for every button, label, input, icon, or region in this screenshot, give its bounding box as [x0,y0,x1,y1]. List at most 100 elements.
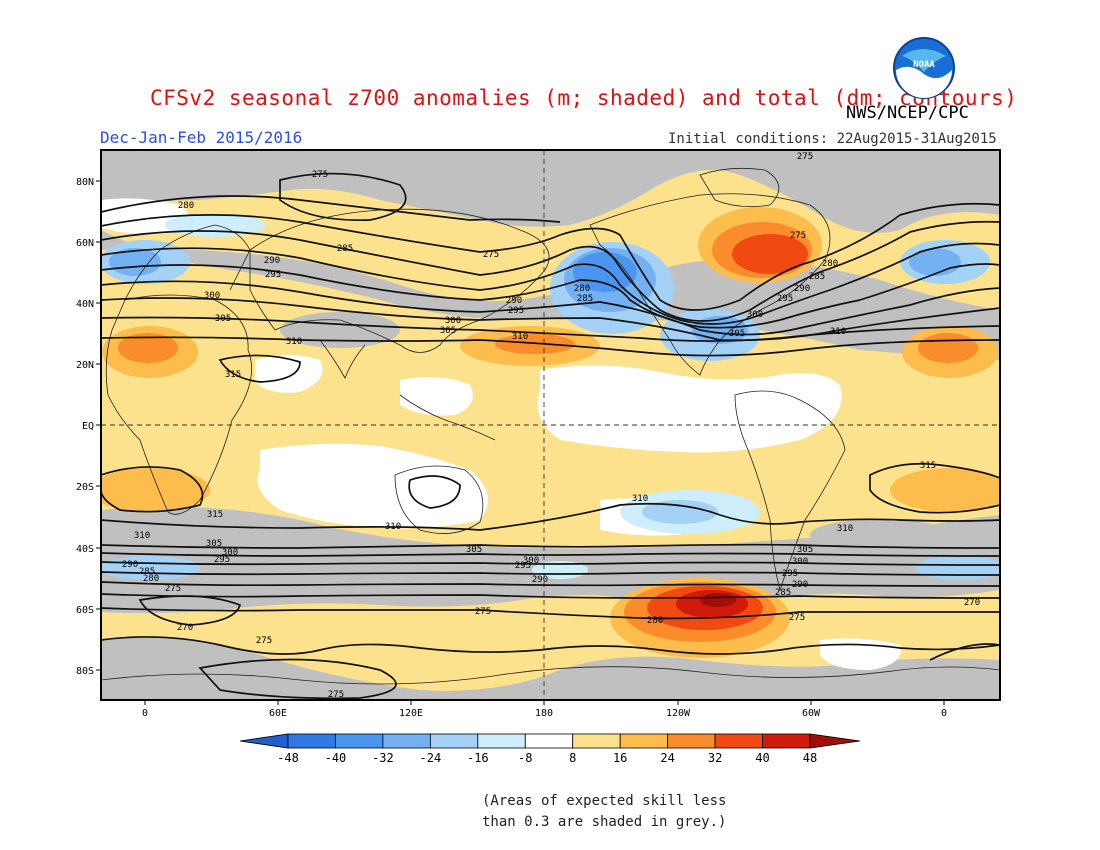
colorbar-swatch [429,733,479,749]
contour-label-text: 310 [286,337,302,347]
contour-label: 315 [225,370,241,380]
contour-label-text: 285 [139,567,155,577]
noaa-logo: NOAA [893,37,955,99]
contour-label-text: 290 [264,256,280,266]
contour-label: 300 [747,310,763,320]
contour-label-text: 305 [797,545,813,555]
noaa-logo-text: NOAA [913,60,935,70]
contour-label: 300 [523,556,539,566]
contour-label: 315 [207,510,223,520]
lat-label: 20N [76,360,94,371]
latitude-labels: 80N 60N 40N 20N EQ 20S 40S 60S 80S [76,177,101,677]
lon-label: 0 [941,708,947,719]
contour-label-text: 270 [177,623,193,633]
lat-label: 60S [76,605,94,616]
contour-label-text: 290 [532,575,548,585]
contour-label-text: 275 [328,690,344,700]
contour-label: 285 [337,244,353,254]
contour-label-text: 275 [312,170,328,180]
lon-label: 60W [802,708,821,719]
contour-label-text: 300 [204,291,220,301]
coast-maritime [399,394,496,441]
contour-label: 300 [204,291,220,301]
contour-label: 295 [214,555,230,565]
contour-label-text: 275 [789,613,805,623]
colorbar: -48 -40 -32 -24 -16 -8 8 16 24 32 40 48 [239,733,861,765]
contour-label: 290 [264,256,280,266]
lat-label: 80N [76,177,94,188]
contour-label: 310 [286,337,302,347]
colorbar-swatch [762,733,811,749]
contour-label: 285 [809,272,825,282]
contour-label: 310 [632,494,648,504]
colorbar-swatch [667,733,716,749]
contour-label: 280 [822,259,838,269]
colorbar-tick-label: -40 [325,751,347,765]
contour-label-text: 300 [222,548,238,558]
contour-label: 275 [165,584,181,594]
contour-label-text: 300 [523,556,539,566]
lon-label: 60E [269,708,287,719]
contour-label-text: 290 [792,580,808,590]
lat-label: 40S [76,544,94,555]
contour-label: 295 [782,569,798,579]
colorbar-tick-label: -24 [420,751,442,765]
contour-label: 275 [312,170,328,180]
colorbar-tick-label: 24 [660,751,674,765]
contour-label-text: 290 [506,296,522,306]
contour-label: 310 [134,531,150,541]
colorbar-tick-label: -16 [467,751,489,765]
contour-label-text: 290 [794,284,810,294]
colorbar-swatch [714,733,763,749]
contour-label: 300 [792,557,808,567]
contour-label: 270 [177,623,193,633]
colorbar-swatch [619,733,669,749]
contour-label-text: 310 [837,524,853,534]
contour-label: 310 [830,327,846,337]
contour-label: 305 [215,314,231,324]
agency-label: NWS/NCEP/CPC [846,103,969,123]
contour-label: 310 [512,332,528,342]
contour-label-text: 285 [577,294,593,304]
contour-label-text: 310 [134,531,150,541]
contour-label: 275 [797,152,813,162]
contour-label: 305 [466,545,482,555]
contour-label-text: 295 [777,294,793,304]
colorbar-arrow-high [809,733,861,749]
colorbar-arrow-low [239,733,289,749]
contour-label-text: 275 [165,584,181,594]
coast-india [319,339,366,379]
contour-label-text: 295 [265,270,281,280]
contour-label-text: 315 [920,461,936,471]
contour-label-text: 305 [466,545,482,555]
contour-label: 270 [964,598,980,608]
colorbar-tick-label: -48 [277,751,299,765]
colorbar-swatch [572,733,621,749]
colorbar-tick-label: -8 [518,751,532,765]
colorbar-tick-label: -32 [372,751,394,765]
contour-label-text: 295 [508,306,524,316]
contour-label: 280 [647,616,663,626]
contour-label-text: 280 [822,259,838,269]
colorbar-swatch [335,733,384,749]
contour-label-text: 280 [574,284,590,294]
season-label: Dec-Jan-Feb 2015/2016 [100,128,303,147]
contour-label-text: 310 [512,332,528,342]
contour-label: 290 [122,560,138,570]
lat-label: 60N [76,238,94,249]
contour-label: 280 [574,284,590,294]
contour-label: 300 [445,316,461,326]
colorbar-tick-label: 8 [569,751,576,765]
contour-label: 290 [532,575,548,585]
contour-label-text: 275 [790,231,806,241]
contour-label-text: 280 [647,616,663,626]
colorbar-tick-label: 32 [708,751,722,765]
contour-label: 285 [775,588,791,598]
colorbar-tick-label: 40 [755,751,769,765]
contour-label: 295 [508,306,524,316]
contour-label: 305 [440,326,456,336]
lat-label: 40N [76,299,94,310]
contour-label-text: 310 [632,494,648,504]
contour-label-text: 300 [747,310,763,320]
contour-label: 295 [265,270,281,280]
